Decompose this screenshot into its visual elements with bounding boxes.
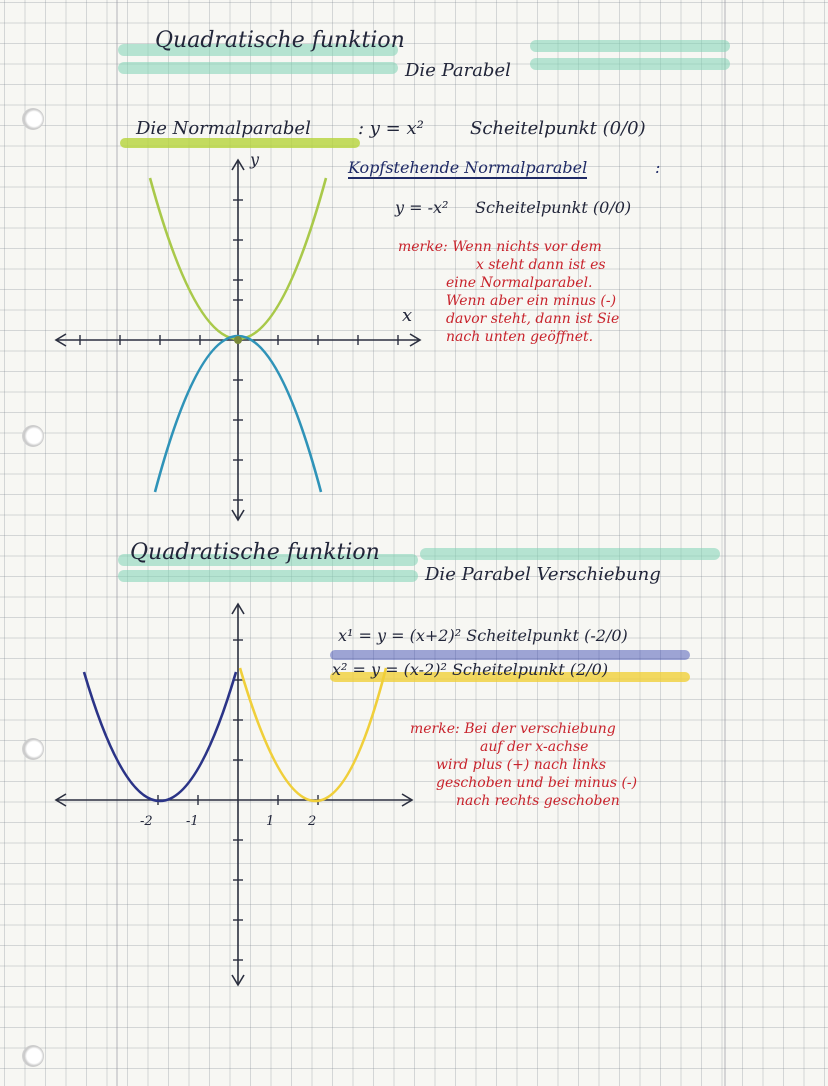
merke1-line: merke: Wenn nichts vor dem	[398, 239, 602, 255]
parabel-shift-right-curve	[238, 667, 388, 802]
margin-line-left	[116, 0, 118, 1086]
eq1-highlight	[330, 650, 690, 660]
subtitle2-highlight	[420, 548, 720, 560]
merke1-line: nach unten geöffnet.	[446, 329, 594, 345]
title-highlight	[118, 44, 398, 56]
normalparabel-highlight	[120, 138, 360, 148]
title2-highlight	[118, 570, 418, 582]
merke1-line: davor steht, dann ist Sie	[446, 311, 620, 327]
axis-x-label: x	[402, 305, 413, 326]
vertex-point	[234, 336, 242, 344]
section2-title: Quadratische funktion	[130, 540, 380, 565]
margin-line-right	[724, 0, 726, 1086]
merke2-line: nach rechts geschoben	[456, 793, 620, 809]
shift-equation-2: x² = y = (x-2)² Scheitelpunkt (2/0)	[332, 660, 609, 679]
graph1-ticks	[79, 199, 399, 501]
title-highlight	[118, 62, 398, 74]
title2-highlight	[118, 554, 418, 566]
punch-hole	[22, 108, 44, 130]
normalparabel-equation: : y = x²	[358, 118, 424, 139]
parabel-shift-left-curve	[82, 671, 238, 803]
merke1-line: x steht dann ist es	[476, 257, 606, 273]
punch-hole	[22, 425, 44, 447]
tick-label: 2	[308, 814, 317, 829]
subtitle-highlight	[530, 58, 730, 70]
kopfstehend-text: Kopfstehende Normalparabel	[348, 158, 588, 179]
subtitle-highlight	[530, 40, 730, 52]
tick-label: 1	[266, 814, 275, 829]
merke1-line: Wenn aber ein minus (-)	[446, 293, 617, 309]
kopfstehend-label: Kopfstehende Normalparabel	[348, 158, 588, 179]
kopfstehend-equation: y = -x²	[395, 198, 449, 217]
punch-hole	[22, 1045, 44, 1067]
normalparabel-vertex: Scheitelpunkt (0/0)	[470, 118, 646, 139]
kopfstehend-vertex: Scheitelpunkt (0/0)	[475, 198, 632, 217]
eq2-highlight	[330, 672, 690, 682]
normalparabel-label: Die Normalparabel	[136, 118, 311, 139]
merke2-line: auf der x-achse	[480, 739, 589, 755]
tick-label: -2	[140, 814, 153, 829]
axis-y-label: y	[250, 150, 260, 169]
merke2-line: geschoben und bei minus (-)	[436, 775, 638, 791]
merke1-line: eine Normalparabel.	[446, 275, 593, 291]
punch-hole	[22, 738, 44, 760]
section1-title: Quadratische funktion	[155, 28, 405, 53]
merke2-line: wird plus (+) nach links	[436, 757, 607, 773]
section2-subtitle: Die Parabel Verschiebung	[425, 564, 661, 585]
tick-label: -1	[186, 814, 199, 829]
merke2-line: merke: Bei der verschiebung	[410, 721, 616, 737]
kopfstehend-colon: :	[655, 158, 661, 177]
shift-equation-1: x¹ = y = (x+2)² Scheitelpunkt (-2/0)	[338, 626, 628, 645]
section1-subtitle: Die Parabel	[405, 60, 511, 81]
graph2-axes	[54, 602, 414, 987]
